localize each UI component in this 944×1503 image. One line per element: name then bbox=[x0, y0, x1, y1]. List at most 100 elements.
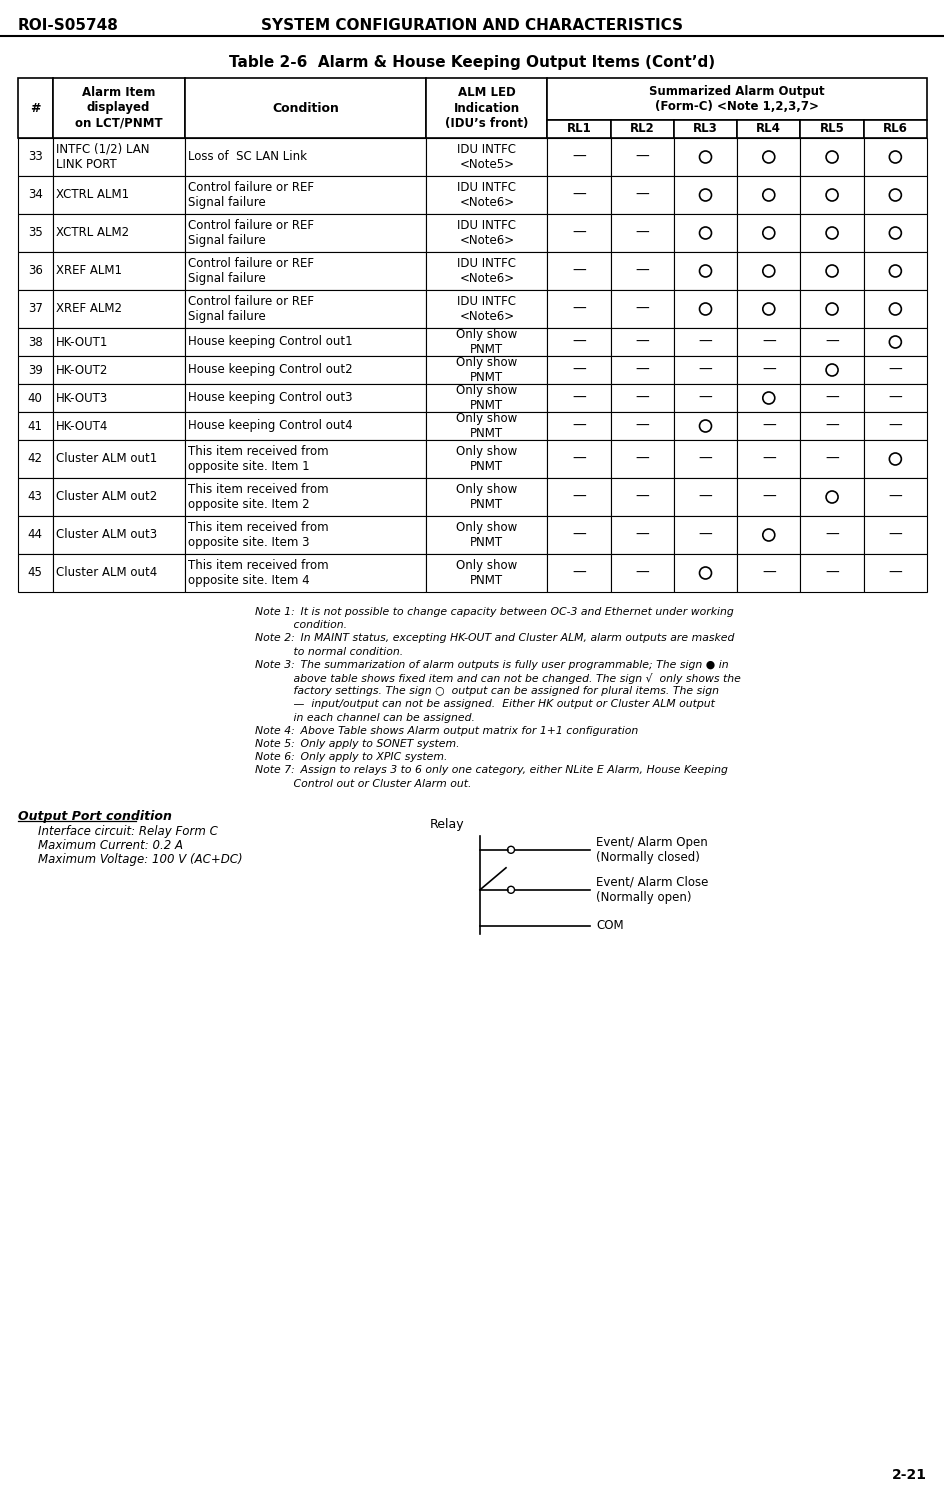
Text: —: — bbox=[698, 335, 712, 349]
Text: —: — bbox=[698, 528, 712, 543]
Text: Only show
PNMT: Only show PNMT bbox=[456, 522, 517, 549]
Bar bbox=[185, 478, 426, 516]
Bar bbox=[547, 213, 610, 253]
Text: RL3: RL3 bbox=[692, 123, 717, 135]
Bar bbox=[185, 356, 426, 383]
Bar bbox=[673, 138, 736, 176]
Bar bbox=[673, 478, 736, 516]
Text: —: — bbox=[571, 528, 585, 543]
Bar bbox=[800, 383, 863, 412]
Bar bbox=[736, 356, 800, 383]
Bar bbox=[673, 253, 736, 290]
Bar bbox=[18, 440, 53, 478]
Text: HK-OUT1: HK-OUT1 bbox=[56, 335, 108, 349]
Text: Interface circuit: Relay Form C: Interface circuit: Relay Form C bbox=[38, 825, 218, 837]
Bar bbox=[185, 213, 426, 253]
Bar bbox=[800, 138, 863, 176]
Bar bbox=[736, 383, 800, 412]
Bar bbox=[673, 328, 736, 356]
Text: 34: 34 bbox=[27, 188, 42, 201]
Bar bbox=[673, 120, 736, 138]
Bar bbox=[736, 290, 800, 328]
Text: It is not possible to change capacity between OC-3 and Ethernet under working: It is not possible to change capacity be… bbox=[296, 607, 733, 618]
Text: —: — bbox=[634, 150, 649, 164]
Text: Control failure or REF
Signal failure: Control failure or REF Signal failure bbox=[188, 295, 313, 323]
Text: House keeping Control out3: House keeping Control out3 bbox=[188, 391, 352, 404]
Bar bbox=[426, 440, 547, 478]
Bar bbox=[185, 516, 426, 555]
Text: —: — bbox=[761, 419, 775, 433]
Text: Note 5:: Note 5: bbox=[255, 739, 295, 748]
Bar bbox=[673, 440, 736, 478]
Bar bbox=[610, 440, 673, 478]
Bar bbox=[673, 290, 736, 328]
Text: —: — bbox=[698, 452, 712, 466]
Text: —: — bbox=[761, 335, 775, 349]
Bar bbox=[185, 440, 426, 478]
Bar bbox=[610, 328, 673, 356]
Bar bbox=[185, 412, 426, 440]
Text: —: — bbox=[634, 364, 649, 377]
Bar bbox=[736, 120, 800, 138]
Text: XCTRL ALM2: XCTRL ALM2 bbox=[56, 227, 128, 239]
Bar bbox=[863, 253, 926, 290]
Bar bbox=[863, 290, 926, 328]
Bar bbox=[185, 253, 426, 290]
Text: IDU INTFC
<Note5>: IDU INTFC <Note5> bbox=[457, 143, 515, 171]
Text: —: — bbox=[571, 419, 585, 433]
Text: ALM LED
Indication
(IDU’s front): ALM LED Indication (IDU’s front) bbox=[445, 87, 528, 129]
Bar bbox=[426, 78, 547, 138]
Bar bbox=[18, 176, 53, 213]
Text: —: — bbox=[571, 150, 585, 164]
Text: RL6: RL6 bbox=[882, 123, 907, 135]
Bar bbox=[18, 356, 53, 383]
Bar bbox=[18, 253, 53, 290]
Bar bbox=[800, 478, 863, 516]
Bar bbox=[18, 78, 53, 138]
Text: —: — bbox=[634, 335, 649, 349]
Bar bbox=[53, 412, 185, 440]
Bar bbox=[863, 120, 926, 138]
Text: above table shows fixed item and can not be changed. The sign √  only shows the: above table shows fixed item and can not… bbox=[255, 673, 740, 684]
Bar bbox=[426, 253, 547, 290]
Bar bbox=[736, 478, 800, 516]
Text: —: — bbox=[634, 225, 649, 240]
Bar bbox=[800, 440, 863, 478]
Bar bbox=[800, 120, 863, 138]
Text: #: # bbox=[30, 102, 41, 114]
Text: —: — bbox=[634, 188, 649, 201]
Bar bbox=[547, 440, 610, 478]
Bar bbox=[53, 213, 185, 253]
Bar bbox=[863, 478, 926, 516]
Text: RL5: RL5 bbox=[818, 123, 844, 135]
Text: Control out or Cluster Alarm out.: Control out or Cluster Alarm out. bbox=[255, 779, 471, 789]
Bar bbox=[53, 516, 185, 555]
Bar bbox=[18, 478, 53, 516]
Bar bbox=[800, 516, 863, 555]
Text: Alarm Item
displayed
on LCT/PNMT: Alarm Item displayed on LCT/PNMT bbox=[75, 87, 162, 129]
Text: factory settings. The sign ○  output can be assigned for plural items. The sign: factory settings. The sign ○ output can … bbox=[255, 687, 718, 696]
Bar bbox=[673, 516, 736, 555]
Text: —: — bbox=[887, 490, 902, 504]
Text: —: — bbox=[761, 490, 775, 504]
Bar bbox=[53, 78, 185, 138]
Bar bbox=[185, 138, 426, 176]
Text: Note 4:: Note 4: bbox=[255, 726, 295, 736]
Text: RL4: RL4 bbox=[755, 123, 781, 135]
Text: House keeping Control out4: House keeping Control out4 bbox=[188, 419, 352, 433]
Bar bbox=[547, 138, 610, 176]
Text: IDU INTFC
<Note6>: IDU INTFC <Note6> bbox=[457, 295, 515, 323]
Bar bbox=[53, 440, 185, 478]
Text: Cluster ALM out2: Cluster ALM out2 bbox=[56, 490, 157, 504]
Text: Assign to relays 3 to 6 only one category, either NLite E Alarm, House Keeping: Assign to relays 3 to 6 only one categor… bbox=[296, 765, 727, 776]
Text: 41: 41 bbox=[27, 419, 42, 433]
Text: Only show
PNMT: Only show PNMT bbox=[456, 356, 517, 383]
Bar bbox=[863, 213, 926, 253]
Bar bbox=[53, 138, 185, 176]
Text: —  input/output can not be assigned.  Either HK output or Cluster ALM output: — input/output can not be assigned. Eith… bbox=[255, 699, 714, 709]
Bar bbox=[185, 383, 426, 412]
Bar bbox=[53, 176, 185, 213]
Text: INTFC (1/2) LAN
LINK PORT: INTFC (1/2) LAN LINK PORT bbox=[56, 143, 149, 171]
Text: —: — bbox=[887, 567, 902, 580]
Bar bbox=[800, 213, 863, 253]
